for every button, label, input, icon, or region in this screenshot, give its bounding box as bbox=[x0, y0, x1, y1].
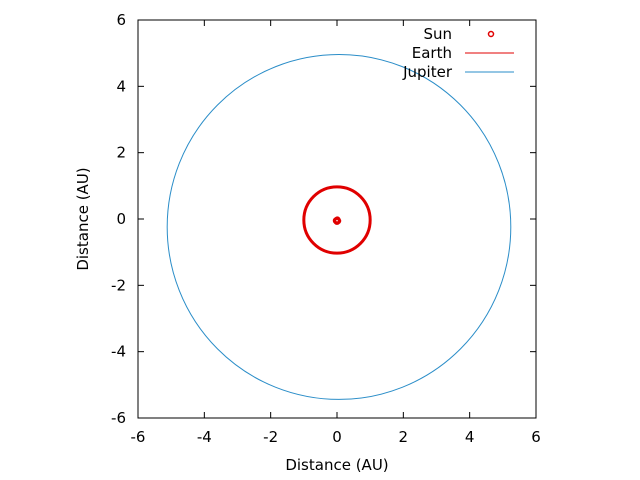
legend-label-jupiter: Jupiter bbox=[402, 63, 453, 81]
y-tick-label: -6 bbox=[111, 409, 126, 427]
earth-orbit bbox=[302, 185, 372, 255]
x-tick-label: 4 bbox=[465, 428, 475, 446]
legend-label-sun: Sun bbox=[423, 25, 452, 43]
ticks-layer: -6 -4 -2 0 2 4 6 6 4 2 0 -2 -4 -6 bbox=[111, 11, 541, 446]
y-tick-label: 4 bbox=[116, 77, 126, 95]
legend-swatch-sun bbox=[487, 30, 495, 38]
y-tick-label: 2 bbox=[116, 144, 126, 162]
y-tick-label: -2 bbox=[111, 276, 126, 294]
jupiter-orbit bbox=[166, 53, 512, 400]
x-tick-label: 6 bbox=[531, 428, 541, 446]
orbits-layer bbox=[166, 53, 512, 400]
y-tick-label: -4 bbox=[111, 343, 126, 361]
x-axis-title: Distance (AU) bbox=[285, 456, 388, 474]
y-axis-title: Distance (AU) bbox=[74, 167, 92, 270]
x-tick-label: -6 bbox=[131, 428, 146, 446]
y-tick-label: 6 bbox=[116, 11, 126, 29]
y-tick-label: 0 bbox=[116, 210, 126, 228]
x-tick-label: -2 bbox=[263, 428, 278, 446]
x-tick-label: -4 bbox=[197, 428, 212, 446]
sun-point bbox=[332, 217, 340, 224]
legend-label-earth: Earth bbox=[412, 44, 452, 62]
plot-frame bbox=[137, 19, 537, 419]
x-tick-label: 2 bbox=[399, 428, 409, 446]
x-tick-label: 0 bbox=[332, 428, 342, 446]
